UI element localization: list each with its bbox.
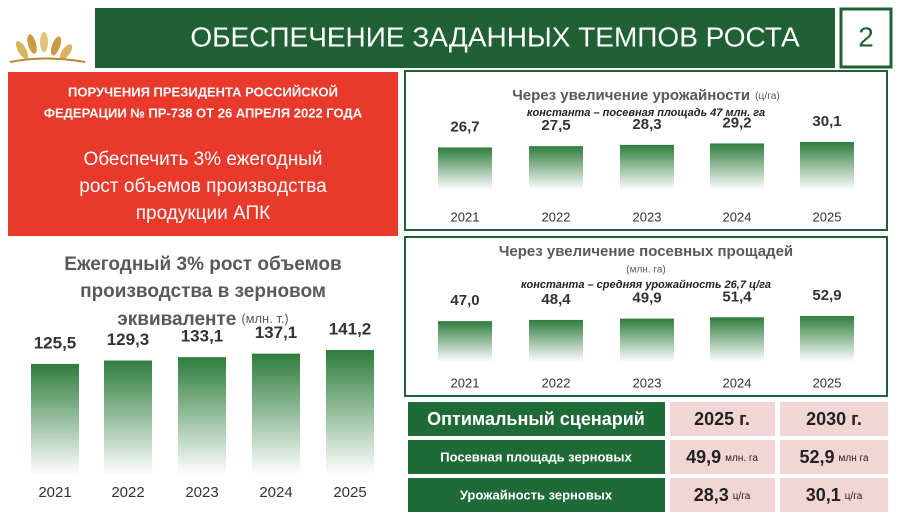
table-value: 28,3 ц/га <box>694 485 751 505</box>
chart-unit: (млн. т.) <box>241 311 288 326</box>
chart-title-line: эквиваленте <box>117 309 236 330</box>
x-tick-label: 2024 <box>723 375 752 390</box>
value: 28,3 <box>694 485 729 505</box>
value-label: 26,7 <box>450 118 479 135</box>
unit: млн. га <box>725 453 758 464</box>
page-number: 2 <box>858 21 874 52</box>
table-cell <box>670 478 775 512</box>
bar <box>800 316 854 362</box>
table-header: Оптимальный сценарий <box>427 409 645 429</box>
chart-title-line: Через увеличение посевных прощадей <box>499 243 793 260</box>
bar <box>178 357 226 475</box>
value-label: 28,3 <box>632 116 661 133</box>
value-label: 49,9 <box>632 290 661 307</box>
table-value: 49,9 млн. га <box>686 447 758 467</box>
table-header: 2025 г. <box>694 409 750 429</box>
table-row-label: Посевная площадь зерновых <box>440 449 632 464</box>
x-tick-label: 2024 <box>723 209 752 224</box>
bar <box>252 353 300 475</box>
chart-subtitle: константа – средняя урожайность 26,7 ц/г… <box>521 279 771 291</box>
directive-box <box>8 72 398 236</box>
header-bar <box>95 8 835 68</box>
x-tick-label: 2025 <box>333 484 366 501</box>
bar <box>710 143 764 190</box>
x-tick-label: 2022 <box>542 209 571 224</box>
bar <box>104 360 152 475</box>
x-tick-label: 2025 <box>813 209 842 224</box>
chart-unit: (ц/га) <box>755 91 780 102</box>
bar <box>710 317 764 362</box>
table-cell <box>780 478 888 512</box>
value-label: 137,1 <box>255 323 298 342</box>
x-tick-label: 2022 <box>111 484 144 501</box>
table-cell <box>780 402 888 436</box>
directive-text: Обеспечить 3% ежегодный <box>83 149 322 170</box>
bar <box>800 142 854 190</box>
chart-subtitle: константа – посевная площадь 47 млн. га <box>527 107 765 119</box>
bar <box>31 363 79 475</box>
value-label: 133,1 <box>181 327 224 346</box>
value: 30,1 <box>806 485 841 505</box>
value-label: 30,1 <box>812 113 841 130</box>
table-header: 2030 г. <box>806 409 862 429</box>
x-tick-label: 2025 <box>813 375 842 390</box>
chart-title: производства в зерновом <box>80 281 326 302</box>
chart-unit: (млн. га) <box>626 265 665 276</box>
bar <box>529 319 583 362</box>
x-tick-label: 2022 <box>542 375 571 390</box>
x-tick-label: 2023 <box>633 209 662 224</box>
chart-title: Через увеличение урожайности (ц/га) <box>512 87 780 104</box>
value-label: 29,2 <box>722 114 751 131</box>
value: 52,9 <box>799 447 834 467</box>
x-tick-label: 2024 <box>259 484 292 501</box>
wheat-icon <box>9 32 86 63</box>
table-value: 30,1 ц/га <box>806 485 863 505</box>
x-tick-label: 2023 <box>185 484 218 501</box>
value-label: 141,2 <box>329 319 372 338</box>
chart-title-line: Ежегодный 3% рост объемов <box>64 254 341 275</box>
value-label: 125,5 <box>34 333 77 352</box>
bar <box>438 321 492 362</box>
directive-heading: ПОРУЧЕНИЯ ПРЕЗИДЕНТА РОССИЙСКОЙ <box>68 84 338 99</box>
table-cell <box>670 402 775 436</box>
header-title: ОБЕСПЕЧЕНИЕ ЗАДАННЫХ ТЕМПОВ РОСТА <box>190 21 800 52</box>
directive-heading: ФЕДЕРАЦИИ № ПР-738 ОТ 26 АПРЕЛЯ 2022 ГОД… <box>44 105 363 120</box>
table-cell <box>408 402 665 436</box>
table-cell <box>780 440 888 474</box>
x-tick-label: 2023 <box>633 375 662 390</box>
bar <box>620 318 674 362</box>
value-label: 129,3 <box>107 330 150 349</box>
chart-title: Через увеличение посевных прощадей <box>499 243 793 260</box>
directive-text: рост объемов производства <box>79 176 327 197</box>
directive-text: продукции АПК <box>136 203 270 224</box>
table-cell <box>408 478 665 512</box>
value-label: 27,5 <box>541 117 570 134</box>
unit: млн га <box>839 453 869 464</box>
x-tick-label: 2021 <box>451 375 480 390</box>
table-row-label: Урожайность зерновых <box>460 487 613 502</box>
page-number-box <box>839 7 893 69</box>
unit: ц/га <box>845 491 863 502</box>
value-label: 51,4 <box>722 288 752 305</box>
value-label: 48,4 <box>541 291 571 308</box>
value-label: 52,9 <box>812 287 841 304</box>
bar <box>529 146 583 190</box>
value: 49,9 <box>686 447 721 467</box>
table-value: 52,9 млн га <box>799 447 868 467</box>
chart-title-line: Через увеличение урожайности <box>512 87 750 104</box>
chart-title: Ежегодный 3% рост объемов <box>64 254 341 275</box>
chart-title: эквиваленте (млн. т.) <box>117 309 288 330</box>
table: Оптимальный сценарий 2025 г. 2030 г. Пос… <box>408 402 888 512</box>
unit: ц/га <box>733 491 751 502</box>
table-cell <box>670 440 775 474</box>
bar <box>326 350 374 475</box>
x-tick-label: 2021 <box>38 484 71 501</box>
bar <box>438 147 492 190</box>
x-tick-label: 2021 <box>451 209 480 224</box>
value-label: 47,0 <box>450 292 479 309</box>
chart-title-line: производства в зерновом <box>80 281 326 302</box>
table-cell <box>408 440 665 474</box>
bar <box>620 144 674 190</box>
